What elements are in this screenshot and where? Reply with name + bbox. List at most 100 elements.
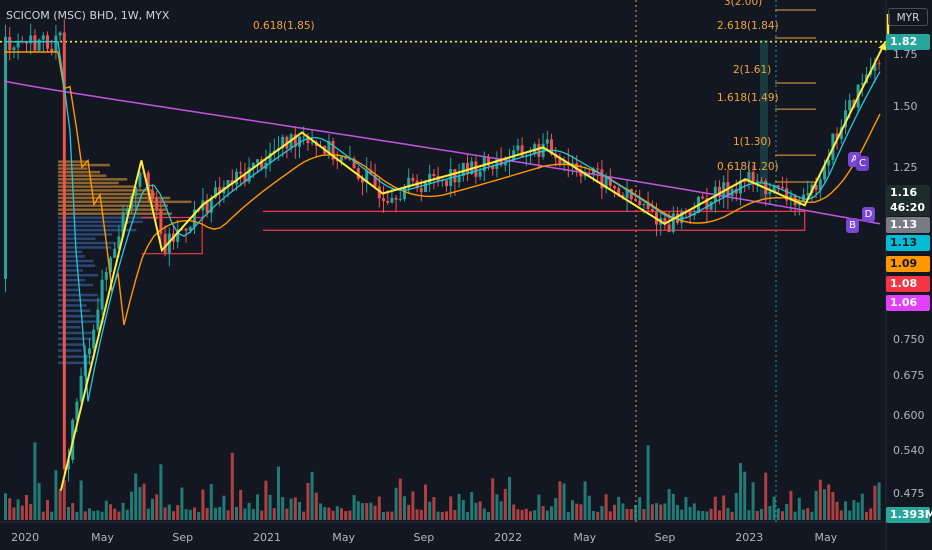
candle-body	[604, 176, 608, 189]
volume-profile-bar	[58, 349, 82, 352]
volume-bar	[113, 508, 117, 520]
candle-body	[348, 158, 352, 160]
volume-bar	[151, 498, 154, 520]
volume-bar	[197, 511, 201, 520]
volume-bar	[781, 511, 784, 520]
volume-bar	[562, 483, 566, 520]
volume-bar	[239, 489, 243, 520]
volume-bar	[41, 511, 45, 520]
candle-body	[361, 178, 364, 183]
volume-profile-bar	[58, 212, 173, 215]
volume-bar	[214, 507, 217, 520]
candle-body	[571, 163, 574, 165]
candle-body	[121, 212, 125, 237]
volume-bar	[92, 510, 96, 520]
candle-body	[596, 168, 600, 170]
volume-bar	[550, 506, 553, 520]
volume-bar	[487, 511, 490, 520]
volume-bar	[520, 509, 524, 520]
volume-bar	[302, 511, 306, 520]
volume-profile-bar	[58, 216, 159, 219]
volume-profile-bar	[58, 255, 85, 258]
x-axis-tick: May	[91, 531, 114, 544]
volume-bar	[524, 508, 528, 520]
candle-body	[781, 187, 784, 189]
volume-bar	[54, 470, 58, 520]
volume-bar	[293, 497, 297, 520]
volume-bar	[419, 509, 423, 520]
y-axis-tick: 0.675	[893, 368, 925, 382]
volume-bar	[638, 497, 642, 520]
candle-body	[67, 460, 70, 470]
volume-profile-bar	[58, 237, 96, 240]
volume-bar	[625, 508, 629, 520]
volume-profile-bar	[58, 331, 94, 335]
x-axis-tick: 2020	[11, 531, 40, 544]
volume-profile-bar	[58, 233, 113, 236]
candle-body	[205, 200, 209, 213]
candle-body	[642, 204, 646, 206]
support-box-large	[262, 210, 806, 231]
candle-body	[281, 136, 285, 149]
candle-body	[629, 188, 633, 200]
candle-body	[613, 185, 616, 189]
volume-bar	[776, 508, 780, 520]
candle-body	[58, 32, 62, 36]
volume-bar	[449, 496, 453, 520]
volume-bar	[8, 498, 12, 520]
volume-profile-bar	[58, 326, 81, 329]
volume-bar	[684, 497, 688, 520]
volume-bar	[445, 511, 448, 520]
volume-profile-bar	[58, 320, 105, 323]
volume-bar	[739, 463, 742, 520]
volume-bar	[230, 452, 234, 520]
volume-bar	[369, 502, 373, 520]
candle-body	[579, 169, 583, 177]
candle-body	[718, 186, 721, 197]
volume-bar	[802, 509, 805, 520]
y-axis-tick: 1.50	[893, 99, 918, 113]
volume-profile-bar	[58, 185, 136, 188]
volume-profile-bar	[58, 189, 154, 192]
x-axis-tick: May	[332, 531, 355, 544]
volume-bar	[209, 484, 213, 520]
volume-bar	[726, 507, 730, 520]
volume-bar	[146, 508, 150, 520]
price-tag: 46:20	[886, 200, 930, 216]
candle-body	[243, 173, 247, 182]
price-tag: 1.08	[886, 276, 930, 292]
volume-profile-bar	[58, 246, 112, 249]
volume-bar	[361, 503, 364, 520]
volume-bar	[37, 483, 41, 520]
volume-bar	[583, 481, 587, 520]
volume-bar	[390, 511, 394, 520]
candle-body	[79, 375, 83, 402]
volume-bar	[62, 480, 66, 520]
candle-body	[109, 257, 112, 273]
volume-bar	[617, 496, 621, 520]
price-tag: 1.13	[886, 217, 930, 233]
volume-bar	[558, 481, 562, 520]
volume-bar	[188, 509, 192, 520]
volume-bar	[20, 505, 24, 520]
volume-bar	[319, 503, 322, 520]
volume-bar	[797, 497, 801, 520]
volume-bar	[533, 510, 537, 520]
volume-profile-bar	[58, 220, 143, 224]
candle-body	[495, 158, 499, 169]
volume-bar	[285, 508, 289, 520]
volume-bar	[701, 511, 705, 520]
price-tag: 1.82	[886, 34, 930, 50]
volume-bar	[629, 509, 633, 520]
volume-bar	[340, 508, 343, 520]
volume-bar	[235, 506, 238, 520]
candle-body	[373, 174, 377, 187]
volume-bar	[474, 502, 478, 520]
fib-label-2: 2(1.61)	[733, 64, 772, 76]
volume-profile-bar	[58, 343, 86, 346]
volume-bar	[226, 510, 230, 520]
volume-bar	[466, 511, 469, 520]
currency-label[interactable]: MYR	[888, 8, 928, 26]
volume-bar	[16, 499, 20, 520]
